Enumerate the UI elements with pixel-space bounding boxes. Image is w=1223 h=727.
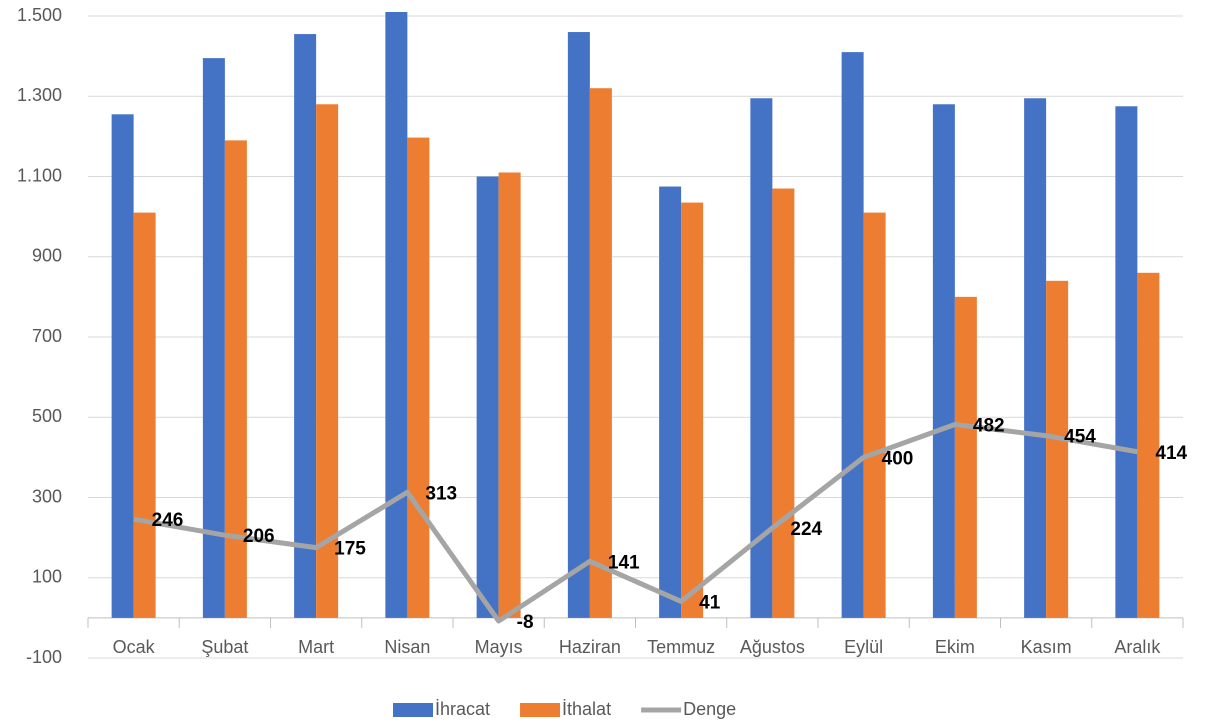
bar xyxy=(589,88,612,618)
bar xyxy=(681,202,704,618)
data-label: 482 xyxy=(973,415,1005,436)
data-label: -8 xyxy=(517,612,534,633)
y-tick-label: 300 xyxy=(32,486,62,506)
x-tick-label: Ocak xyxy=(113,637,156,657)
legend-label: Denge xyxy=(683,699,736,719)
bar xyxy=(1024,98,1047,618)
x-tick-label: Nisan xyxy=(384,637,430,657)
y-tick-label: 700 xyxy=(32,326,62,346)
data-label: 41 xyxy=(699,592,721,613)
bar xyxy=(750,98,773,618)
x-tick-label: Aralık xyxy=(1114,637,1161,657)
x-tick-label: Mart xyxy=(298,637,334,657)
bar xyxy=(385,11,408,618)
bar xyxy=(772,188,795,618)
data-label: 175 xyxy=(334,539,366,560)
bar xyxy=(567,32,590,618)
x-tick-label: Temmuz xyxy=(647,637,715,657)
y-tick-label: 1.300 xyxy=(17,85,62,105)
data-label: 246 xyxy=(152,510,184,531)
bar xyxy=(476,176,499,618)
legend-swatch xyxy=(520,703,561,717)
bar xyxy=(316,104,339,618)
bar xyxy=(111,114,134,618)
bar xyxy=(1137,272,1160,618)
data-label: 313 xyxy=(425,483,457,504)
bar xyxy=(1046,280,1069,618)
x-tick-label: Kasım xyxy=(1021,637,1072,657)
data-label: 400 xyxy=(882,448,914,469)
data-label: 414 xyxy=(1155,443,1187,464)
bar xyxy=(841,52,864,618)
y-tick-label: 500 xyxy=(32,406,62,426)
x-tick-label: Şubat xyxy=(201,637,248,657)
legend-swatch xyxy=(393,703,433,717)
y-tick-label: 1.500 xyxy=(17,5,62,25)
data-label: 206 xyxy=(243,526,275,547)
legend-label: İthalat xyxy=(562,699,611,719)
data-label: 454 xyxy=(1064,427,1096,448)
bar xyxy=(863,212,886,618)
data-label: 224 xyxy=(790,519,822,540)
y-tick-label: 900 xyxy=(32,246,62,266)
bar xyxy=(954,296,977,618)
x-tick-label: Haziran xyxy=(559,637,621,657)
x-tick-label: Mayıs xyxy=(475,637,523,657)
x-tick-label: Eylül xyxy=(844,637,883,657)
bar xyxy=(224,140,247,618)
x-tick-label: Ekim xyxy=(935,637,975,657)
y-tick-label: 100 xyxy=(32,567,62,587)
bar xyxy=(1115,106,1138,618)
bar xyxy=(498,172,521,618)
bar xyxy=(932,104,955,618)
legend-label: İhracat xyxy=(435,699,490,719)
y-tick-label: -100 xyxy=(26,647,62,667)
y-tick-label: 1.100 xyxy=(17,165,62,185)
bar xyxy=(407,137,430,618)
bar xyxy=(133,212,156,618)
bar xyxy=(294,34,317,618)
bar xyxy=(202,58,225,618)
line xyxy=(133,421,1138,624)
data-label: 141 xyxy=(608,552,640,573)
bar xyxy=(659,186,682,618)
x-tick-label: Ağustos xyxy=(740,637,805,657)
